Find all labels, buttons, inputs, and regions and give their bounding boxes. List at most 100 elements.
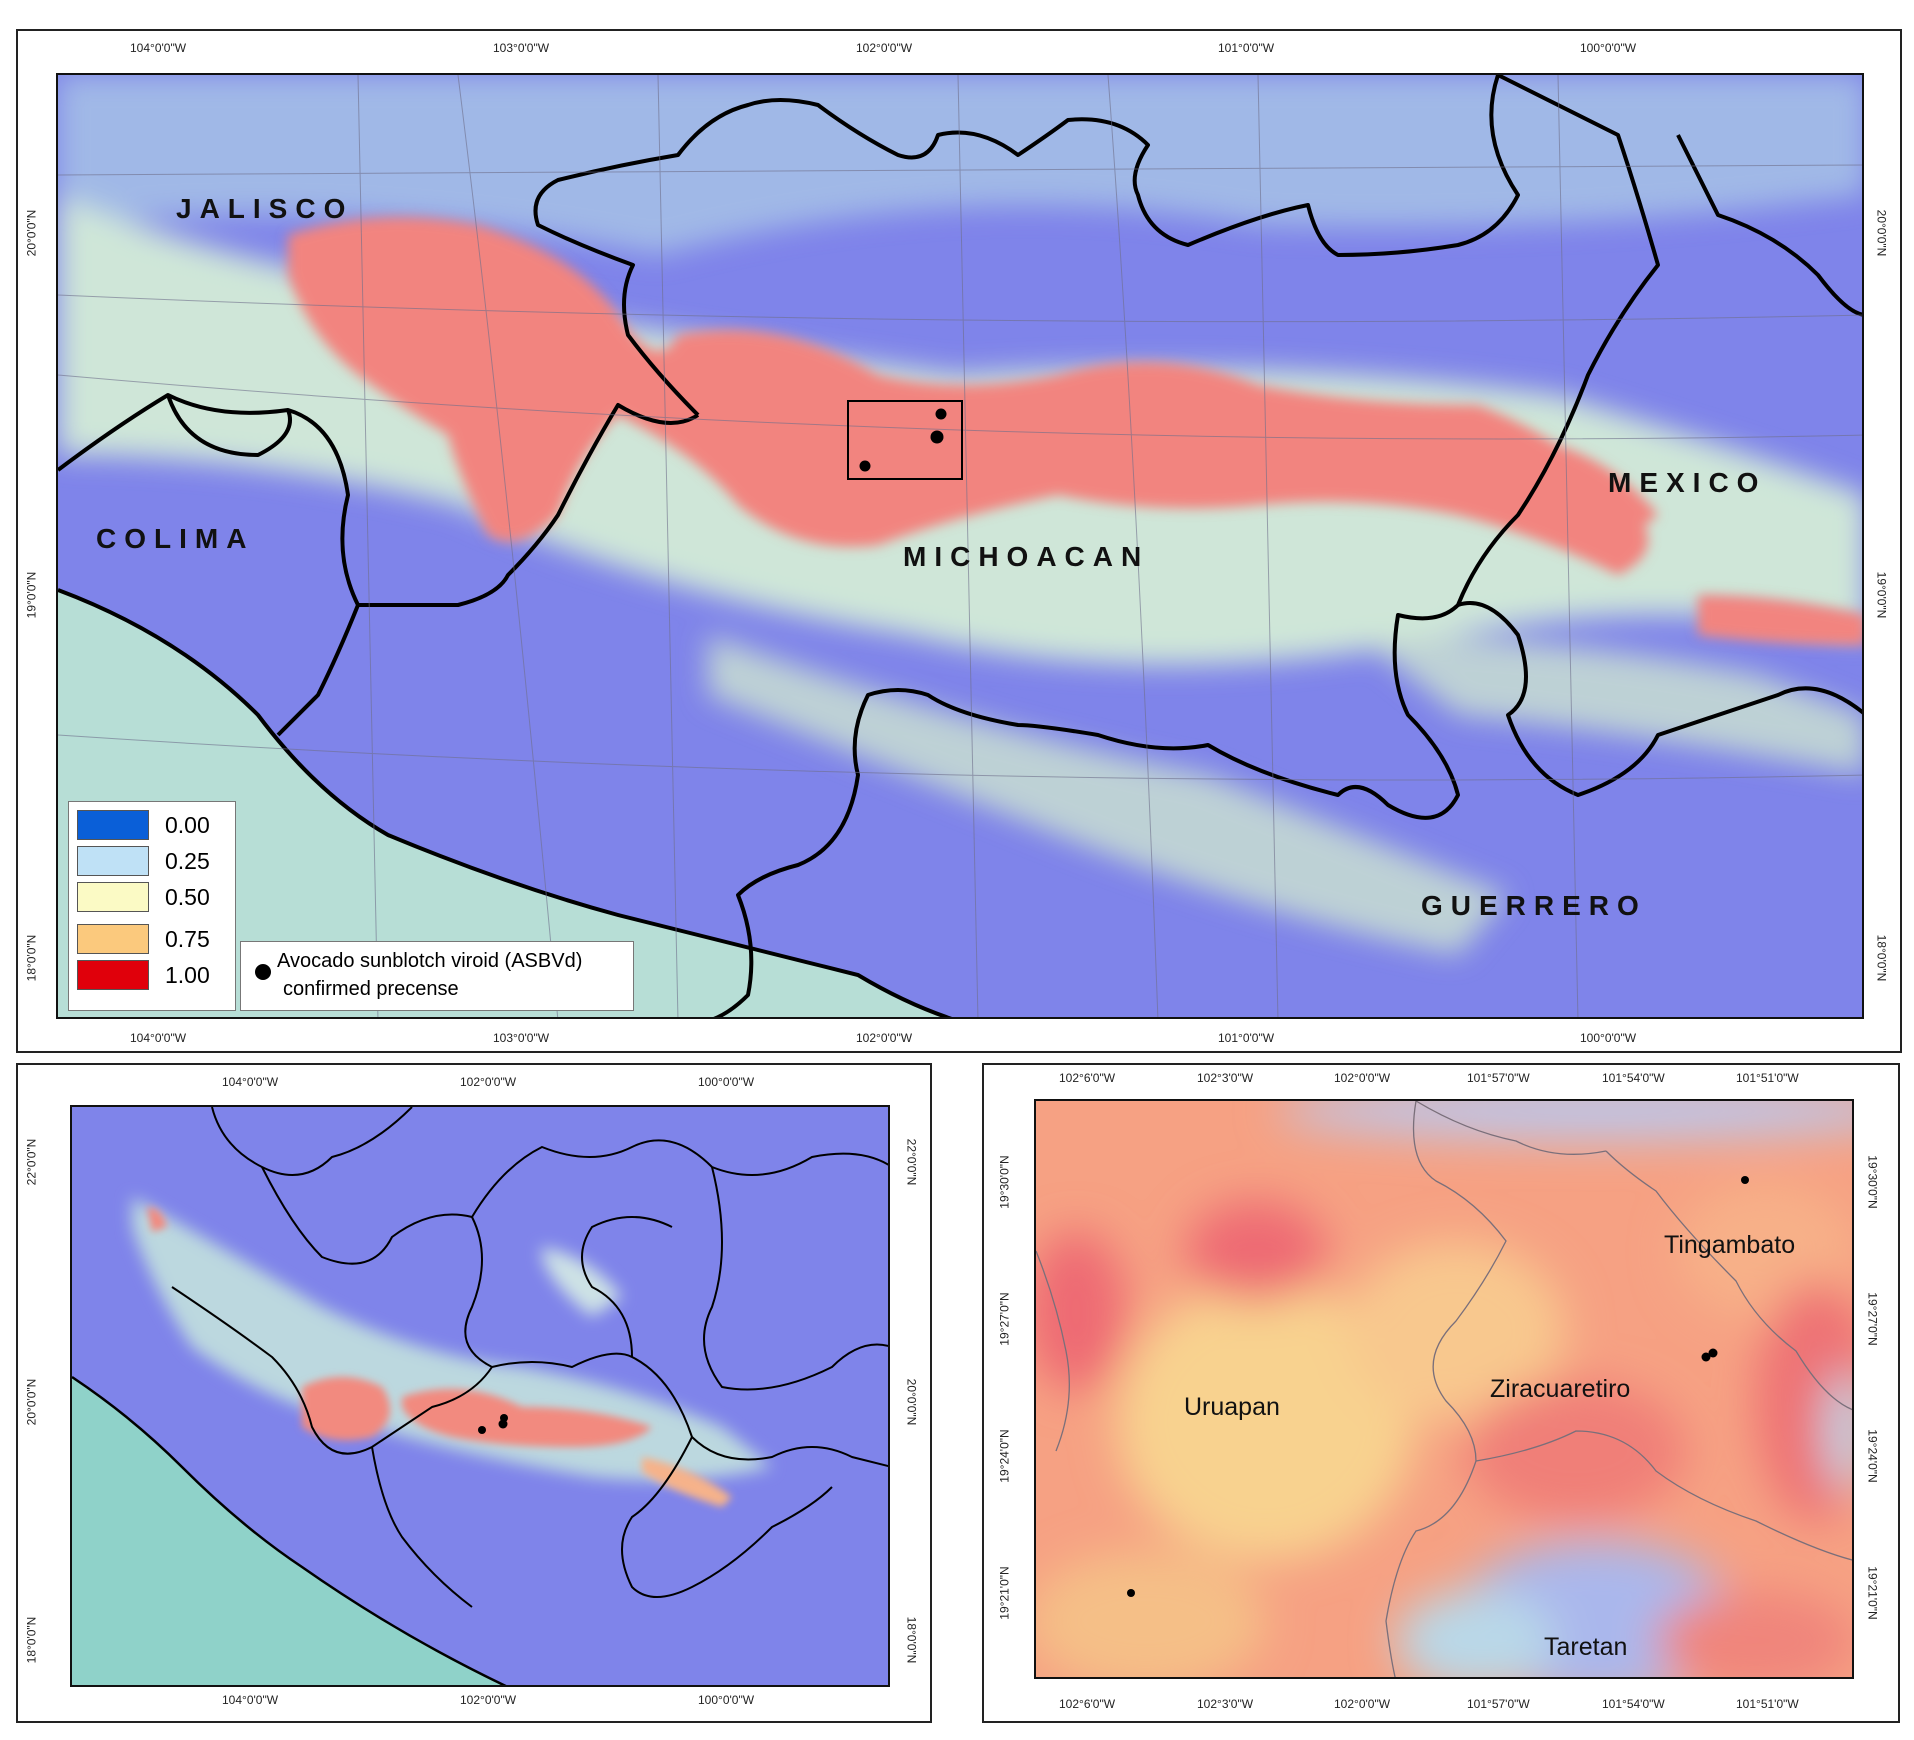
asbvd-presence-point (930, 430, 944, 444)
overview-map-raster (72, 1107, 888, 1685)
high-suitability-zones (147, 1207, 732, 1507)
top-lat-tick: 20°0'0"N (24, 209, 39, 257)
detail-lon-tick-bottom: 101°51'0"W (1736, 1697, 1799, 1711)
high-suitability-zones (288, 217, 1862, 645)
state-label-colima: COLIMA (96, 523, 255, 554)
asbvd-presence-point (1708, 1348, 1718, 1358)
pacific-ocean (72, 1377, 504, 1685)
overview-lat-tick: 22°0'0"N (24, 1138, 39, 1186)
detail-lat-tick: 19°24'0"N (997, 1429, 1012, 1483)
asbvd-presence-point (1741, 1176, 1749, 1184)
overview-lat-tick: 20°0'0"N (24, 1378, 39, 1426)
municipality-label-taretan: Taretan (1544, 1633, 1628, 1661)
overview-lat-tick-right: 20°0'0"N (904, 1378, 919, 1426)
top-lat-tick-right: 19°0'0"N (1874, 571, 1889, 619)
presence-legend-line1: Avocado sunblotch viroid (ASBVd) (277, 950, 583, 972)
suitability-surface (1036, 1101, 1852, 1677)
top-lon-tick: 100°0'0"W (1580, 41, 1637, 55)
municipal-borders (58, 75, 1862, 1017)
overview-lon-tick: 100°0'0"W (698, 1075, 755, 1089)
top-lon-tick-bottom: 102°0'0"W (856, 1031, 913, 1045)
overview-lon-tick: 104°0'0"W (222, 1075, 279, 1089)
overview-suitability-map (70, 1105, 890, 1687)
detail-lon-tick: 101°54'0"W (1602, 1071, 1665, 1085)
presence-dot-icon (255, 964, 271, 980)
detail-lon-tick-bottom: 102°0'0"W (1334, 1697, 1391, 1711)
top-suitability-map: JALISCO COLIMA MICHOACAN MEXICO GUERRERO… (56, 73, 1864, 1019)
coastline (58, 588, 953, 1017)
overview-lon-tick-bottom: 104°0'0"W (222, 1693, 279, 1707)
legend-swatch (77, 882, 149, 912)
asbvd-presence-point (1701, 1352, 1711, 1362)
asbvd-presence-point (478, 1426, 486, 1434)
overview-lat-tick-right: 18°0'0"N (904, 1616, 919, 1664)
presence-legend: Avocado sunblotch viroid (ASBVd) confirm… (240, 941, 634, 1011)
municipality-label-uruapan: Uruapan (1184, 1393, 1280, 1421)
legend-swatch (77, 810, 149, 840)
detail-lat-tick-right: 19°27'0"N (1865, 1292, 1880, 1346)
detail-lat-tick-right: 19°24'0"N (1865, 1429, 1880, 1483)
overview-lat-tick-right: 22°0'0"N (904, 1138, 919, 1186)
top-lon-tick-bottom: 100°0'0"W (1580, 1031, 1637, 1045)
detail-lon-tick-bottom: 101°57'0"W (1467, 1697, 1530, 1711)
top-lon-tick-bottom: 101°0'0"W (1218, 1031, 1275, 1045)
municipality-label-ziracuaretiro: Ziracuaretiro (1490, 1375, 1631, 1403)
legend-swatch (77, 960, 149, 990)
pacific-ocean (58, 590, 947, 1017)
state-label-michoacan: MICHOACAN (903, 541, 1150, 572)
detail-lon-tick: 102°3'0"W (1197, 1071, 1254, 1085)
presence-legend-line2: confirmed precense (283, 978, 459, 1000)
top-lat-tick-right: 20°0'0"N (1874, 209, 1889, 257)
legend-value: 0.25 (165, 848, 210, 874)
detail-lon-tick-bottom: 102°3'0"W (1197, 1697, 1254, 1711)
detail-map-frame: 102°6'0"W 102°3'0"W 102°0'0"W 101°57'0"W… (982, 1063, 1900, 1723)
detail-lon-tick-bottom: 102°6'0"W (1059, 1697, 1116, 1711)
overview-lat-tick: 18°0'0"N (24, 1616, 39, 1664)
top-lon-tick-bottom: 104°0'0"W (130, 1031, 187, 1045)
municipal-borders (1036, 1101, 1852, 1677)
detail-lat-tick-right: 19°30'0"N (1865, 1155, 1880, 1209)
state-borders (58, 75, 1862, 1017)
top-lon-tick-bottom: 103°0'0"W (493, 1031, 550, 1045)
top-lon-tick: 103°0'0"W (493, 41, 550, 55)
asbvd-presence-point (498, 1419, 508, 1429)
top-lat-tick: 18°0'0"N (24, 934, 39, 982)
detail-lon-tick: 102°0'0"W (1334, 1071, 1391, 1085)
detail-lon-tick-bottom: 101°54'0"W (1602, 1697, 1665, 1711)
overview-lon-tick-bottom: 102°0'0"W (460, 1693, 517, 1707)
legend-row: 0.25 (77, 846, 247, 876)
overview-lon-tick-bottom: 100°0'0"W (698, 1693, 755, 1707)
legend-value: 0.00 (165, 812, 210, 838)
coastline (72, 1375, 507, 1685)
legend-value: 0.50 (165, 884, 210, 910)
legend-row: 0.75 (77, 924, 247, 954)
detail-map-raster (1036, 1101, 1852, 1677)
asbvd-presence-point (859, 460, 871, 472)
detail-lon-tick: 101°57'0"W (1467, 1071, 1530, 1085)
legend-value: 1.00 (165, 962, 210, 988)
detail-suitability-map: Tingambato Uruapan Ziracuaretiro Taretan (1034, 1099, 1854, 1679)
top-map-raster (58, 75, 1862, 1017)
top-lon-tick: 102°0'0"W (856, 41, 913, 55)
legend-value: 0.75 (165, 926, 210, 952)
detail-lat-tick: 19°21'0"N (997, 1566, 1012, 1620)
detail-lon-tick: 102°6'0"W (1059, 1071, 1116, 1085)
top-lon-tick: 104°0'0"W (130, 41, 187, 55)
suitability-legend: 0.00 0.25 0.50 0.75 1.00 (68, 801, 236, 1011)
detail-lat-tick: 19°27'0"N (997, 1292, 1012, 1346)
legend-row: 0.50 (77, 882, 247, 912)
legend-row: 1.00 (77, 960, 247, 990)
state-label-mexico: MEXICO (1608, 467, 1767, 498)
detail-lat-tick: 19°30'0"N (997, 1155, 1012, 1209)
legend-swatch (77, 846, 149, 876)
study-area-box (847, 400, 963, 480)
municipality-label-tingambato: Tingambato (1664, 1231, 1796, 1259)
asbvd-presence-point (935, 408, 947, 420)
overview-lon-tick: 102°0'0"W (460, 1075, 517, 1089)
top-lon-tick: 101°0'0"W (1218, 41, 1275, 55)
asbvd-presence-point (1127, 1589, 1135, 1597)
state-borders (171, 1107, 888, 1608)
overview-map-frame: 104°0'0"W 102°0'0"W 100°0'0"W 104°0'0"W … (16, 1063, 932, 1723)
legend-row: 0.00 (77, 810, 247, 840)
top-map-frame: 104°0'0"W 103°0'0"W 102°0'0"W 101°0'0"W … (16, 29, 1902, 1053)
